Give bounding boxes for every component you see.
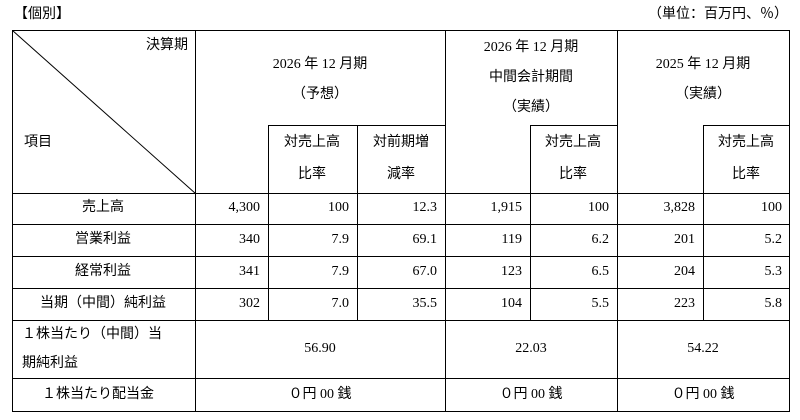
cell-value: 223 xyxy=(674,296,695,311)
sub-header: 比率 xyxy=(298,167,326,182)
cell-value: 5.8 xyxy=(764,296,783,311)
period-header: 2025 年 12 月期 xyxy=(655,57,751,72)
sub-header: 対売上高 xyxy=(284,135,340,150)
cell-value: 100 xyxy=(761,200,782,215)
cell-value: 5.5 xyxy=(591,296,610,311)
table-outline xyxy=(12,30,790,412)
cell-value: 204 xyxy=(674,264,695,279)
cell-value: 4,300 xyxy=(228,200,261,215)
cell-value: 12.3 xyxy=(412,200,438,215)
cell-value: ０円 00 銭 xyxy=(288,387,352,402)
cell-value: 56.90 xyxy=(304,341,336,356)
sub-header: 対前期増 xyxy=(373,135,429,150)
cell-value: 119 xyxy=(501,232,522,247)
cell-value: 340 xyxy=(239,232,260,247)
cell-value: 100 xyxy=(328,200,349,215)
row-label: 売上高 xyxy=(82,200,124,215)
cell-value: 302 xyxy=(239,296,260,311)
cell-value: 5.2 xyxy=(764,232,783,247)
sub-header: 比率 xyxy=(732,167,760,182)
cell-value: 123 xyxy=(501,264,522,279)
cell-value: 67.0 xyxy=(412,264,438,279)
cell-value: 100 xyxy=(588,200,609,215)
cell-value: 1,915 xyxy=(490,200,523,215)
row-label: １株当たり配当金 xyxy=(42,387,154,402)
row-label: １株当たり（中間）当 xyxy=(22,327,162,342)
cell-value: 6.2 xyxy=(591,232,610,247)
sub-header: 比率 xyxy=(559,167,587,182)
corner-diagonal xyxy=(12,30,196,194)
period-header: （実績） xyxy=(675,87,731,102)
cell-value: 35.5 xyxy=(412,296,438,311)
period-header: 2026 年 12 月期 xyxy=(272,57,368,72)
row-label: 経常利益 xyxy=(75,264,131,279)
period-header: （予想） xyxy=(292,87,348,102)
unit-label-right: （単位：百万円、％） xyxy=(648,7,788,22)
cell-value: 3,828 xyxy=(663,200,696,215)
row-label: 期純利益 xyxy=(22,356,78,371)
period-header: 中間会計期間 xyxy=(489,70,573,85)
sub-header: 対売上高 xyxy=(545,135,601,150)
cell-value: 7.0 xyxy=(331,296,350,311)
period-header: （実績） xyxy=(503,100,559,115)
cell-value: 22.03 xyxy=(515,341,547,356)
row-label: 営業利益 xyxy=(75,232,131,247)
row-label: 当期（中間）純利益 xyxy=(40,296,166,311)
cell-value: 201 xyxy=(674,232,695,247)
cell-value: 104 xyxy=(501,296,522,311)
cell-value: 7.9 xyxy=(331,232,350,247)
sub-header: 対売上高 xyxy=(718,135,774,150)
cell-value: ０円 00 銭 xyxy=(499,387,563,402)
unit-label-left: 【個別】 xyxy=(14,7,70,22)
sub-header: 減率 xyxy=(387,167,415,182)
period-header: 2026 年 12 月期 xyxy=(483,40,579,55)
cell-value: 7.9 xyxy=(331,264,350,279)
cell-value: 69.1 xyxy=(412,232,438,247)
corner-top: 決算期 xyxy=(146,38,188,53)
cell-value: 5.3 xyxy=(764,264,783,279)
cell-value: 54.22 xyxy=(687,341,719,356)
cell-value: 6.5 xyxy=(591,264,610,279)
corner-bottom: 項目 xyxy=(24,135,52,150)
cell-value: 341 xyxy=(239,264,260,279)
cell-value: ０円 00 銭 xyxy=(671,387,735,402)
